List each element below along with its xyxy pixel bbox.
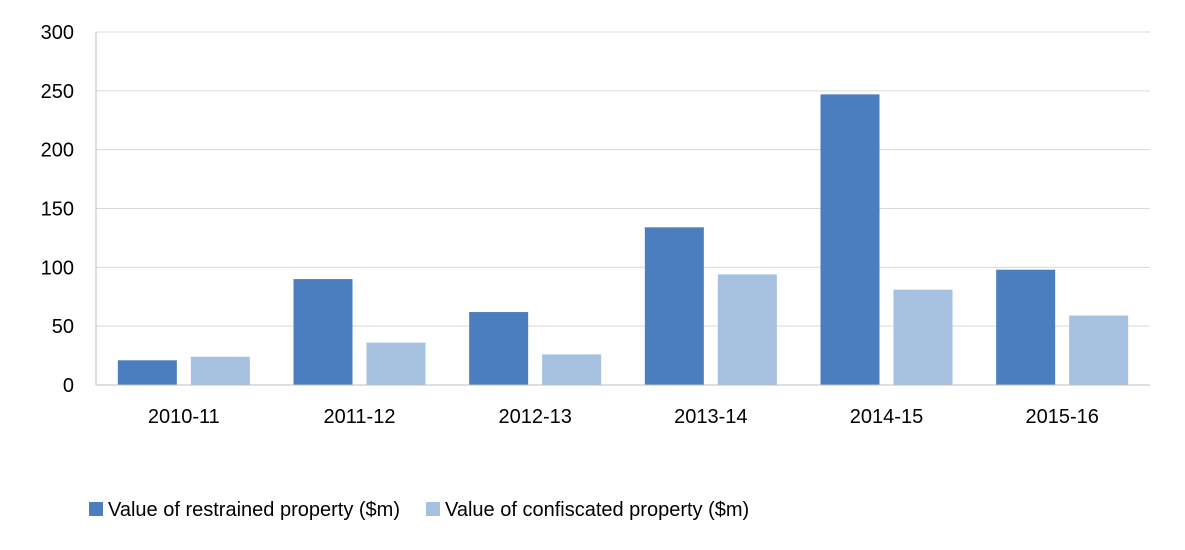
y-tick-label: 300 bbox=[41, 22, 74, 44]
x-tick-label: 2010-11 bbox=[148, 406, 220, 428]
bar-confiscated-2010-11 bbox=[190, 356, 250, 385]
bar-confiscated-2013-14 bbox=[717, 274, 777, 385]
bar-restrained-2012-13 bbox=[469, 312, 529, 385]
y-tick-label: 0 bbox=[63, 375, 74, 397]
bar-confiscated-2011-12 bbox=[366, 342, 426, 385]
bar-restrained-2015-16 bbox=[996, 269, 1056, 385]
bar-confiscated-2015-16 bbox=[1069, 315, 1129, 385]
axes bbox=[95, 32, 1150, 386]
bar-restrained-2014-15 bbox=[820, 94, 880, 385]
bar-restrained-2010-11 bbox=[117, 360, 177, 385]
bars bbox=[117, 94, 1129, 385]
y-tick-labels: 0 50 100 150 200 250 300 bbox=[41, 22, 74, 397]
legend-label-restrained: Value of restrained property ($m) bbox=[108, 499, 400, 521]
x-tick-label: 2012-13 bbox=[498, 406, 571, 428]
gridlines bbox=[96, 31, 1150, 327]
legend-swatch-confiscated bbox=[425, 502, 440, 516]
y-tick-label: 250 bbox=[41, 81, 74, 103]
legend-swatch-restrained bbox=[89, 502, 103, 516]
y-tick-label: 200 bbox=[41, 140, 74, 162]
x-tick-label: 2013-14 bbox=[674, 406, 747, 428]
x-tick-label: 2014-15 bbox=[850, 406, 923, 428]
y-tick-label: 50 bbox=[52, 316, 74, 338]
y-tick-label: 150 bbox=[41, 199, 74, 221]
x-tick-labels: 2010-11 2011-12 2012-13 2013-14 2014-15 2015-… bbox=[148, 406, 1099, 428]
x-tick-label: 2015-16 bbox=[1025, 406, 1098, 428]
x-tick-label: 2011-12 bbox=[324, 406, 396, 428]
bar-restrained-2011-12 bbox=[293, 279, 353, 385]
bar-confiscated-2012-13 bbox=[542, 354, 602, 385]
bar-restrained-2013-14 bbox=[644, 227, 704, 385]
bar-confiscated-2014-15 bbox=[893, 289, 953, 385]
y-tick-label: 100 bbox=[41, 257, 74, 279]
legend: Value of restrained property ($m) Value o… bbox=[89, 499, 749, 521]
legend-label-confiscated: Value of confiscated property ($m) bbox=[445, 499, 749, 521]
